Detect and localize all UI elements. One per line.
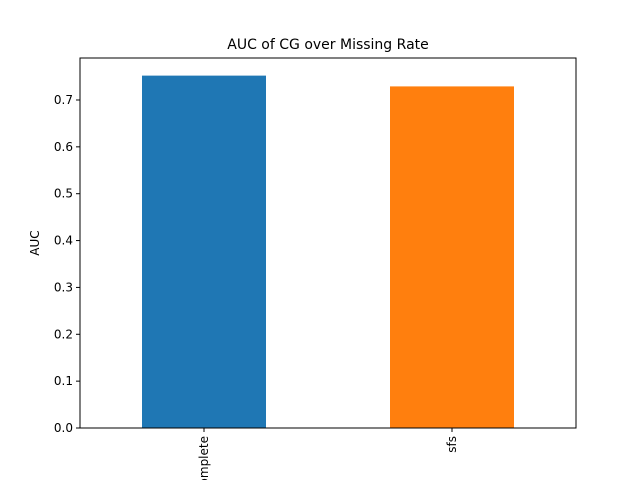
- y-tick-label: 0.4: [54, 234, 73, 248]
- x-tick-label-complete: complete: [197, 436, 211, 480]
- y-tick-label: 0.3: [54, 280, 73, 294]
- y-axis-label: AUC: [28, 230, 42, 255]
- y-tick-label: 0.6: [54, 140, 73, 154]
- x-axis: complete sfs: [197, 428, 459, 480]
- x-tick-label-sfs: sfs: [445, 436, 459, 453]
- chart-title: AUC of CG over Missing Rate: [227, 37, 429, 53]
- plot-frame: [79, 57, 577, 429]
- y-tick-label: 0.5: [54, 187, 73, 201]
- bar-complete: [142, 75, 266, 429]
- y-axis: 0.0 0.1 0.2 0.3 0.4 0.5 0.6 0.7: [54, 93, 80, 435]
- bar-sfs: [390, 86, 514, 429]
- y-tick-label: 0.0: [54, 421, 73, 435]
- y-tick-label: 0.7: [54, 93, 73, 107]
- y-tick-label: 0.1: [54, 374, 73, 388]
- y-tick-label: 0.2: [54, 327, 73, 341]
- bars-group: [142, 75, 514, 429]
